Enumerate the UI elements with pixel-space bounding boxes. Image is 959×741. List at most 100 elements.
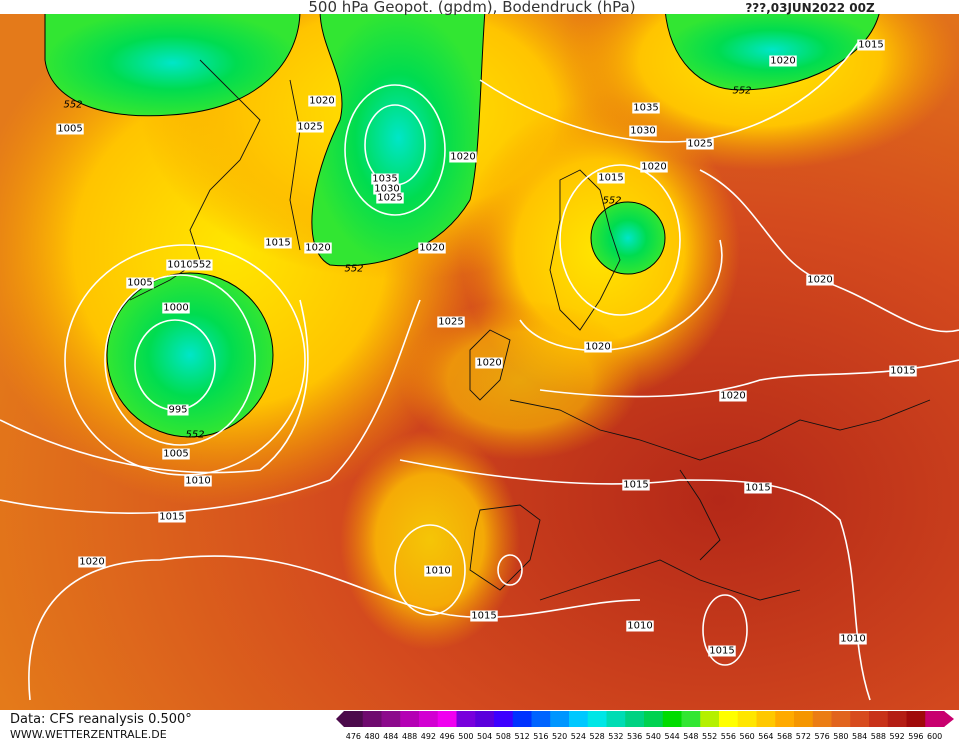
contour-label: 552 — [191, 259, 213, 271]
contour-label: 1035 — [371, 173, 399, 185]
legend-label: 592 — [889, 732, 904, 741]
contour-label-text: 1020 — [419, 243, 444, 254]
legend-label: 508 — [496, 732, 511, 741]
legend-label: 568 — [777, 732, 792, 741]
contour-label: 1020 — [769, 55, 797, 67]
legend-swatch — [812, 711, 832, 727]
label-box — [158, 511, 186, 523]
contour-label-text: 552 — [63, 100, 82, 111]
contour-label-text: 1010 — [185, 476, 210, 487]
contour-label: 1020 — [806, 274, 834, 286]
legend-swatch — [906, 711, 926, 727]
contour-label: 1035 — [632, 102, 660, 114]
contour-label: 1015 — [597, 172, 625, 184]
contour-label-text: 1010 — [840, 634, 865, 645]
legend-label: 532 — [608, 732, 623, 741]
legend-swatch — [362, 711, 382, 727]
legend-swatch — [719, 711, 739, 727]
label-box — [889, 365, 917, 377]
legend-label: 516 — [533, 732, 548, 741]
contour-label-text: 1035 — [633, 103, 658, 114]
contour-label-text: 1015 — [745, 483, 770, 494]
legend-swatch — [344, 711, 364, 727]
contour-label-text: 1030 — [630, 126, 655, 137]
contour-label-text: 1010 — [425, 566, 450, 577]
legend-swatch — [794, 711, 814, 727]
legend-swatch — [531, 711, 551, 727]
map-date: ???,03JUN2022 00Z — [745, 1, 875, 15]
label-box — [371, 173, 399, 185]
legend-swatch — [775, 711, 795, 727]
legend-swatch — [625, 711, 645, 727]
contour-label-text: 1020 — [79, 557, 104, 568]
label-box — [806, 274, 834, 286]
contour-label-text: 1020 — [450, 152, 475, 163]
legend-label: 596 — [908, 732, 923, 741]
legend-label: 484 — [383, 732, 398, 741]
legend-label: 492 — [421, 732, 436, 741]
contour-label: 552 — [63, 100, 82, 111]
contour-label-text: 1025 — [377, 193, 402, 204]
contour-label: 1005 — [126, 277, 154, 289]
contour-label-text: 1015 — [265, 238, 290, 249]
label-box — [708, 645, 736, 657]
legend-label: 544 — [664, 732, 679, 741]
label-box — [162, 302, 190, 314]
legend-swatch — [587, 711, 607, 727]
label-box — [622, 479, 650, 491]
contour-label: 552 — [602, 196, 621, 207]
legend-label: 520 — [552, 732, 567, 741]
label-box — [470, 610, 498, 622]
contour-label-text: 1020 — [305, 243, 330, 254]
contour-label-text: 1035 — [372, 174, 397, 185]
contour-label: 1025 — [437, 316, 465, 328]
map-background — [0, 0, 959, 710]
contour-label: 1015 — [470, 610, 498, 622]
legend-swatch — [869, 711, 889, 727]
label-box — [857, 39, 885, 51]
legend-label: 548 — [683, 732, 698, 741]
legend-swatch — [925, 711, 945, 727]
label-box — [56, 123, 84, 135]
map-title: 500 hPa Geopot. (gpdm), Bodendruck (hPa) — [308, 0, 635, 16]
label-box — [629, 125, 657, 137]
contour-label: 1025 — [376, 192, 404, 204]
contour-label: 1020 — [449, 151, 477, 163]
contour-label-text: 1025 — [438, 317, 463, 328]
label-box — [304, 242, 332, 254]
legend-swatch — [737, 711, 757, 727]
contour-label: 1020 — [475, 357, 503, 369]
label-box — [632, 102, 660, 114]
contour-label: 1030 — [373, 183, 401, 195]
contour-label: 1005 — [162, 448, 190, 460]
contour-label-text: 1010 — [627, 621, 652, 632]
label-box — [640, 161, 668, 173]
contour-label: 1025 — [686, 138, 714, 150]
legend-label: 504 — [477, 732, 492, 741]
label-box — [424, 565, 452, 577]
contour-label-text: 1015 — [598, 173, 623, 184]
contour-label: 1030 — [629, 125, 657, 137]
contour-label: 1020 — [308, 95, 336, 107]
label-box — [191, 259, 213, 271]
contour-label-text: 552 — [185, 430, 204, 441]
legend-arrow-right — [944, 711, 954, 727]
contour-label-text: 1020 — [641, 162, 666, 173]
label-box — [449, 151, 477, 163]
legend-swatch — [475, 711, 495, 727]
contour-label-text: 552 — [602, 196, 621, 207]
coastlines — [129, 59, 931, 601]
contour-label: 1020 — [78, 556, 106, 568]
color-legend: 476 480 484 488 492 496 500 504 508 512 516 520 524 5… — [336, 711, 954, 741]
legend-swatch — [850, 711, 870, 727]
contour-label-text: 1030 — [374, 184, 399, 195]
legend-label: 584 — [852, 732, 867, 741]
label-box — [373, 183, 401, 195]
legend-label: 528 — [589, 732, 604, 741]
legend-swatch — [887, 711, 907, 727]
contour-label-text: 1000 — [163, 303, 188, 314]
contour-label: 1010 — [424, 565, 452, 577]
site-name: WWW.WETTERZENTRALE.DE — [10, 728, 167, 741]
contour-label: 1020 — [584, 341, 612, 353]
